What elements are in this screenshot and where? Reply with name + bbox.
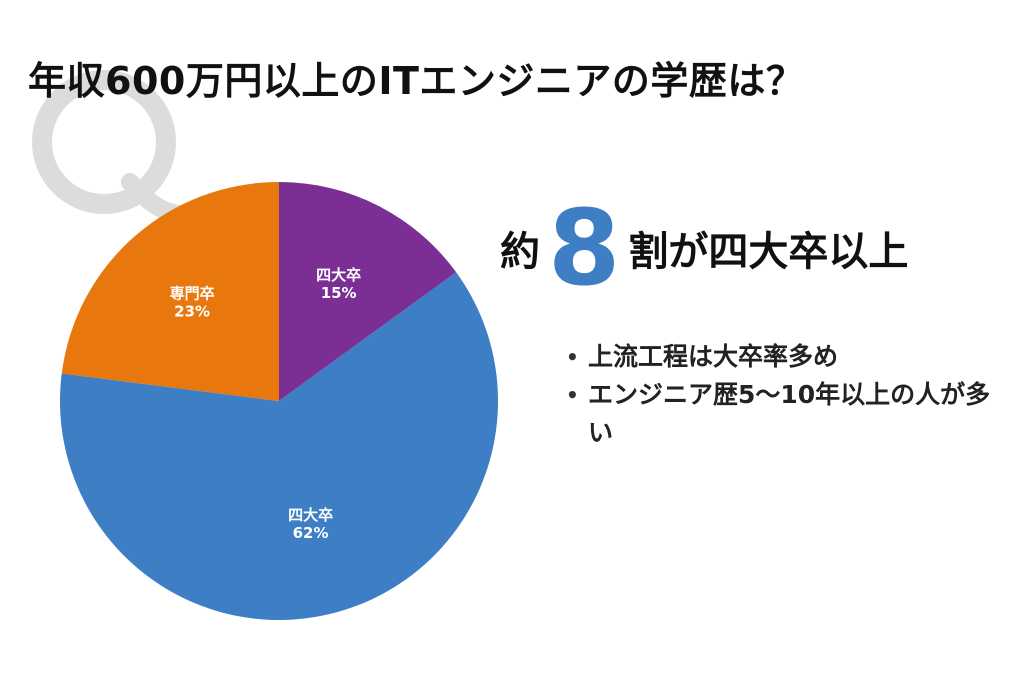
pie-label-1: 四大卒 [316,266,361,284]
bullet-list: 上流工程は大卒率多め エンジニア歴5〜10年以上の人が多い [566,338,1008,452]
headline-prefix: 約 [500,229,540,275]
pie-label-3: 専門卒 [170,284,215,302]
headline-suffix: 割が四大卒以上 [628,229,909,275]
bullet-item-1: 上流工程は大卒率多め [566,338,1008,376]
pie-slice-3 [61,182,279,401]
pie-value-label-1: 15% [321,284,357,302]
bullet-item-2: エンジニア歴5〜10年以上の人が多い [566,376,1008,452]
pie-value-label-2: 62% [293,524,329,542]
pie-value-label-3: 23% [174,302,210,320]
pie-slice-2 [60,272,499,620]
headline: 約8 割が四大卒以上 [500,196,908,316]
pie-slice-1 [279,182,457,401]
page-title: 年収600万円以上のITエンジニアの学歴は？ [28,59,805,103]
headline-number: 8 [548,187,621,309]
pie-label-2: 四大卒 [288,506,333,524]
